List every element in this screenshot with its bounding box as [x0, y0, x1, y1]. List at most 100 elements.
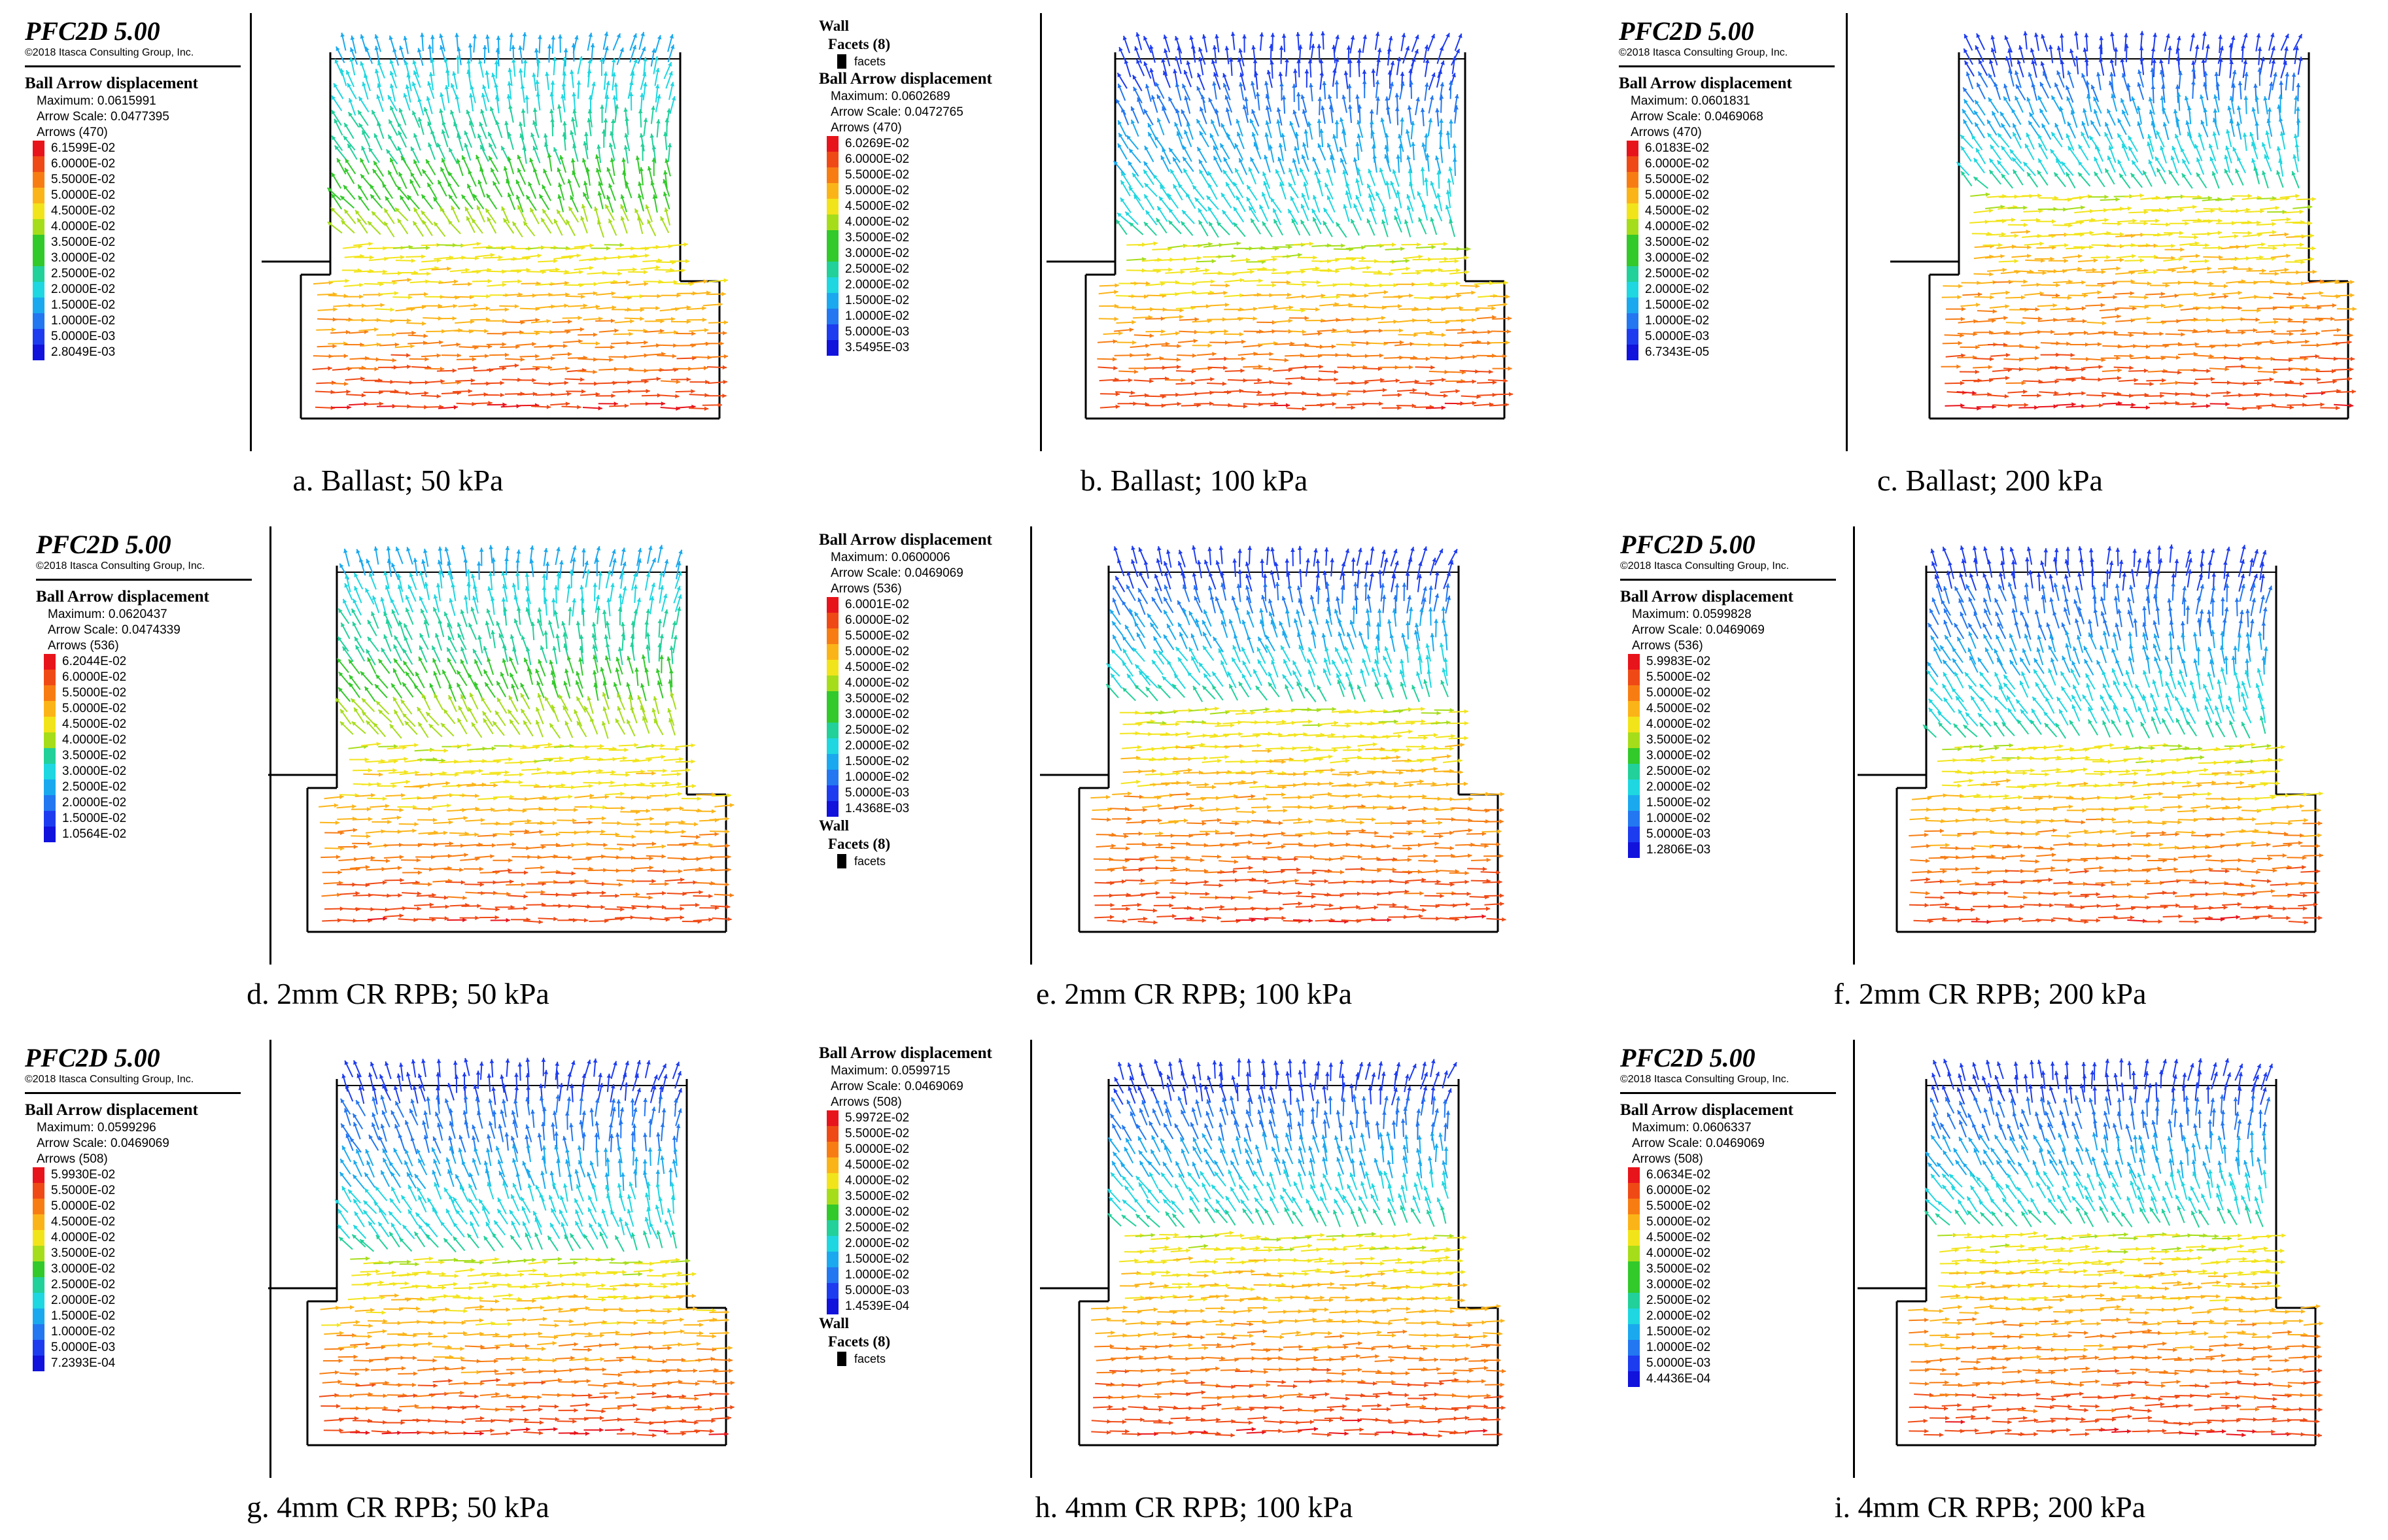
displacement-arrowhead	[1242, 34, 1247, 39]
displacement-arrowhead	[2315, 331, 2320, 336]
displacement-arrowhead	[1332, 282, 1337, 288]
displacement-arrowhead	[1301, 294, 1306, 299]
displacement-field-d	[268, 545, 735, 933]
displacement-arrowhead	[581, 389, 586, 394]
displacement-arrowhead	[389, 59, 394, 64]
displacement-arrowhead	[525, 95, 530, 99]
displacement-arrowhead	[2139, 193, 2144, 198]
displacement-arrowhead	[2065, 366, 2069, 370]
displacement-arrowhead	[2210, 209, 2215, 213]
displacement-arrowhead	[2262, 142, 2266, 147]
displacement-arrowhead	[576, 253, 581, 258]
displacement-arrowhead	[546, 404, 551, 409]
facets-row: facets	[819, 54, 992, 69]
displacement-arrowhead	[2124, 33, 2128, 37]
displacement-arrowhead	[2100, 303, 2105, 307]
displacement-arrowhead	[472, 218, 476, 224]
displacement-arrowhead	[2042, 271, 2047, 275]
color-scale-row: 3.5000E-02	[44, 748, 252, 764]
displacement-arrowhead	[365, 46, 370, 52]
displacement-arrowhead	[612, 305, 616, 310]
displacement-arrowhead	[2243, 33, 2248, 38]
displacement-arrowhead	[466, 216, 471, 221]
displacement-arrowhead	[1266, 70, 1272, 75]
displacement-arrowhead	[1361, 245, 1366, 250]
displacement-arrowhead	[426, 159, 430, 164]
displacement-arrowhead	[1148, 132, 1152, 137]
displacement-arrowhead	[2027, 245, 2032, 250]
displacement-arrowhead	[1417, 271, 1421, 275]
displacement-arrowhead	[600, 105, 604, 109]
displacement-arrowhead	[2026, 97, 2031, 102]
displacement-arrowhead	[1251, 45, 1256, 50]
color-swatch	[827, 246, 839, 262]
displacement-arrowhead	[436, 394, 441, 399]
displacement-arrowhead	[655, 67, 660, 73]
displacement-arrowhead	[1972, 390, 1977, 396]
displacement-arrowhead	[647, 219, 651, 224]
displacement-arrowhead	[1960, 135, 1965, 140]
displacement-arrowhead	[583, 303, 587, 308]
displacement-arrowhead	[2272, 230, 2277, 235]
displacement-arrowhead	[1973, 355, 1977, 360]
displacement-arrowhead	[1168, 193, 1172, 198]
displacement-arrowhead	[2027, 254, 2032, 258]
displacement-arrowhead	[2120, 231, 2124, 237]
displacement-arrowhead	[610, 345, 615, 350]
displacement-arrowhead	[1421, 143, 1426, 147]
displacement-arrowhead	[2101, 283, 2105, 288]
displacement-arrowhead	[1396, 57, 1402, 61]
displacement-arrowhead	[386, 149, 391, 154]
displacement-arrowhead	[2265, 130, 2270, 135]
displacement-arrowhead	[2228, 43, 2234, 48]
displacement-arrowhead	[1175, 331, 1180, 336]
displacement-arrowhead	[1309, 31, 1314, 36]
displacement-arrowhead	[2168, 46, 2172, 50]
displacement-arrowhead	[1125, 211, 1130, 216]
displacement-arrowhead	[2102, 320, 2107, 326]
displacement-arrowhead	[1990, 356, 1994, 362]
displacement-arrowhead	[1226, 182, 1230, 187]
displacement-arrowhead	[1324, 182, 1329, 188]
displacement-arrowhead	[2152, 59, 2156, 63]
displacement-arrowhead	[2121, 143, 2126, 148]
displacement-arrowhead	[562, 71, 567, 76]
displacement-arrowhead	[453, 303, 457, 309]
displacement-arrowhead	[1989, 169, 1994, 175]
displacement-arrowhead	[1960, 403, 1965, 408]
displacement-arrowhead	[1132, 305, 1136, 310]
displacement-arrowhead	[2218, 218, 2223, 223]
displacement-arrowhead	[1176, 131, 1181, 136]
displacement-arrowhead	[2104, 132, 2109, 137]
displacement-arrowhead	[1225, 283, 1230, 288]
displacement-arrowhead	[336, 46, 340, 52]
displacement-arrowhead	[395, 207, 400, 213]
displacement-arrowhead	[422, 169, 426, 174]
displacement-arrowhead	[331, 110, 336, 115]
displacement-arrowhead	[2111, 94, 2115, 99]
displacement-arrowhead	[2081, 375, 2086, 381]
displacement-arrowhead	[430, 129, 435, 135]
displacement-arrowhead	[438, 546, 443, 551]
displacement-arrowhead	[2260, 209, 2264, 214]
displacement-arrowhead	[2054, 123, 2059, 128]
color-scale-label: 5.0000E-02	[51, 188, 116, 202]
displacement-arrowhead	[1161, 58, 1166, 63]
displacement-arrowhead	[1181, 109, 1185, 114]
displacement-arrowhead	[1239, 278, 1244, 282]
displacement-arrowhead	[440, 167, 445, 172]
displacement-arrowhead	[489, 545, 493, 549]
displacement-arrowhead	[2030, 48, 2035, 53]
displacement-arrowhead	[2191, 80, 2196, 85]
displacement-arrowhead	[1316, 280, 1321, 284]
displacement-arrowhead	[2005, 56, 2010, 61]
displacement-arrowhead	[452, 71, 457, 76]
displacement-arrowhead	[532, 120, 537, 125]
displacement-arrowhead	[597, 145, 601, 149]
displacement-arrowhead	[646, 388, 650, 394]
displacement-arrowhead	[1213, 156, 1218, 161]
displacement-arrowhead	[1291, 218, 1296, 224]
color-scale-label: 4.0000E-02	[1645, 220, 1710, 233]
displacement-arrowhead	[2300, 381, 2304, 386]
color-scale-row: 3.0000E-02	[44, 764, 252, 779]
